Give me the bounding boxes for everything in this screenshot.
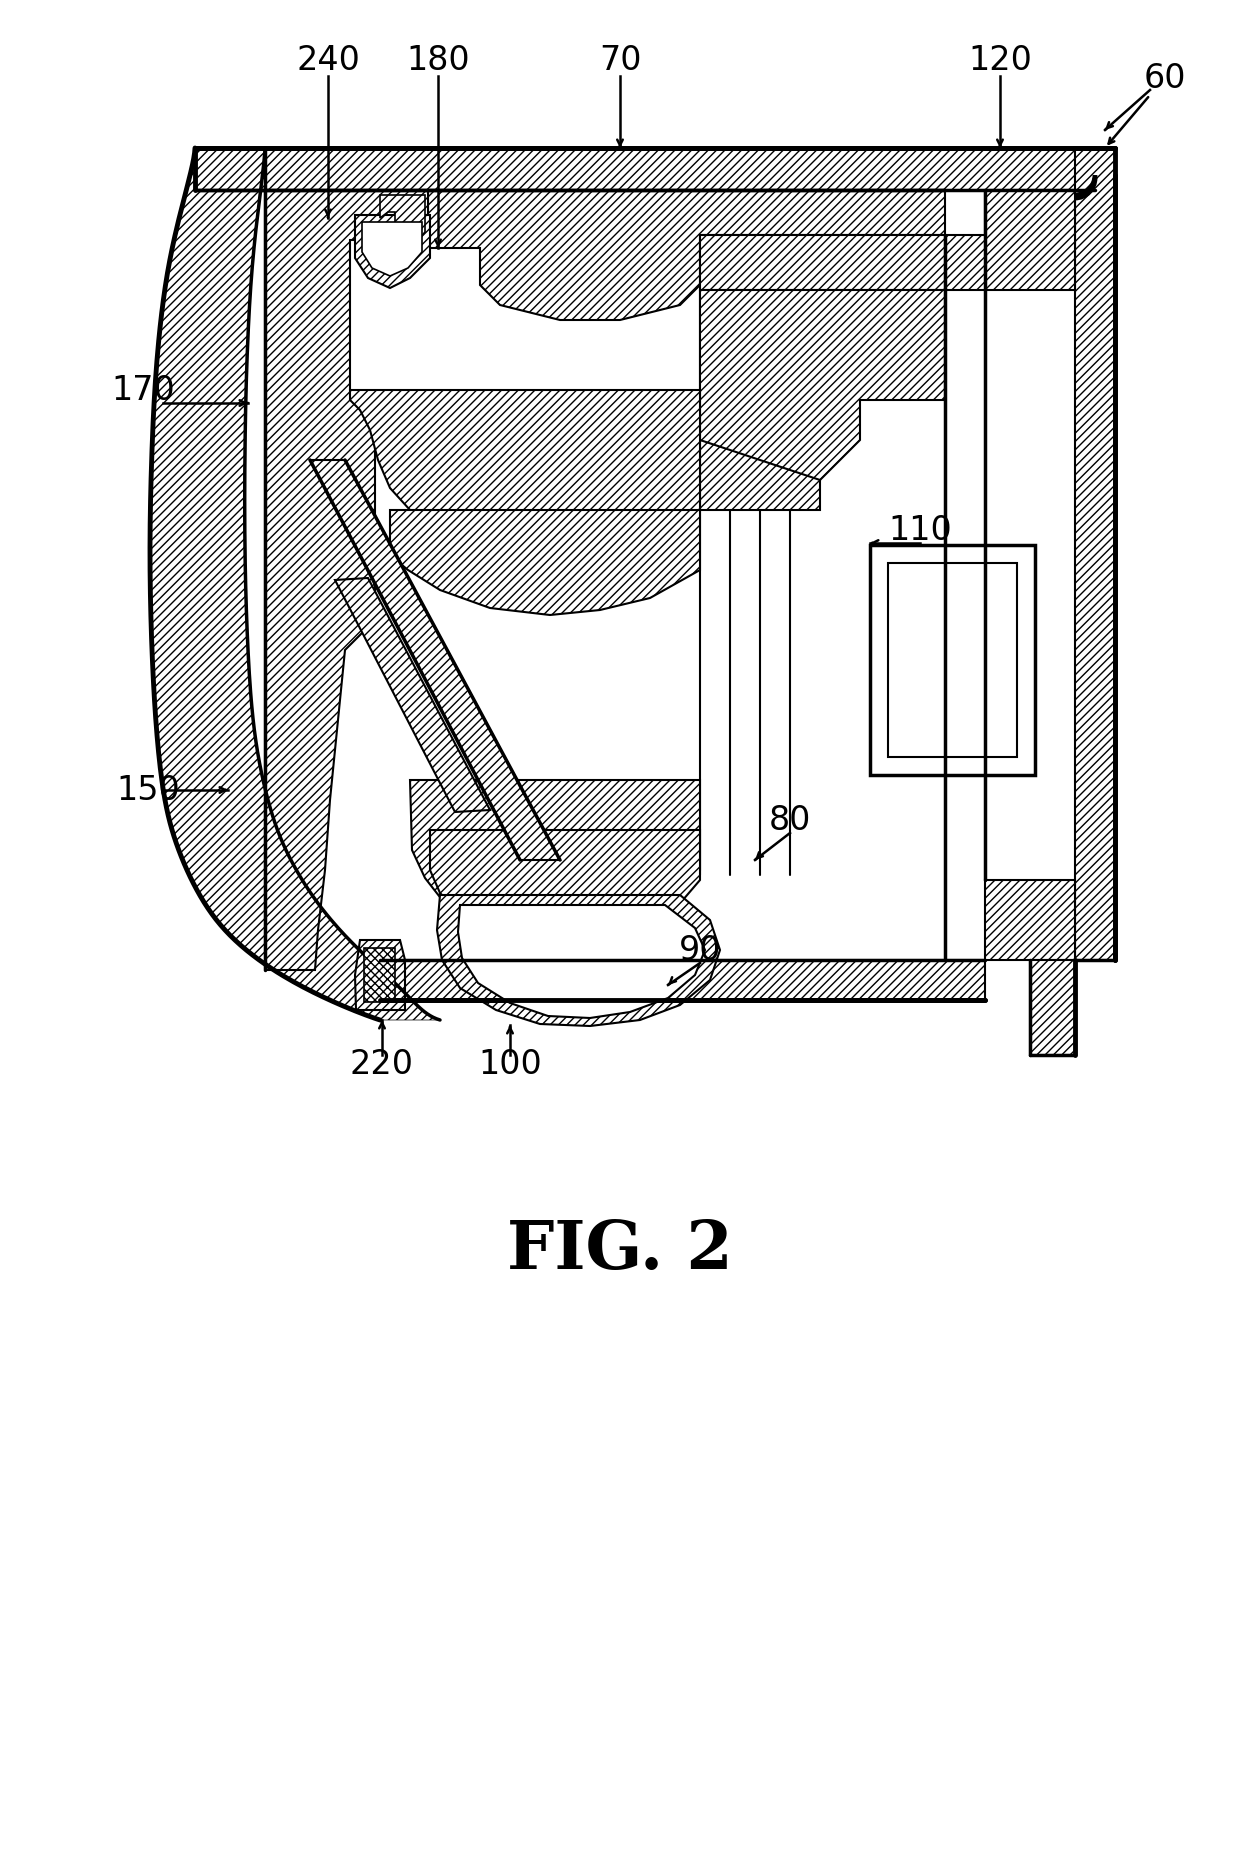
Polygon shape [379,196,425,244]
Polygon shape [945,190,1075,291]
Text: 80: 80 [769,803,811,837]
Text: 60: 60 [1143,62,1187,95]
Polygon shape [350,390,701,569]
Polygon shape [391,511,701,615]
Polygon shape [355,214,430,289]
Polygon shape [355,939,405,1010]
Polygon shape [701,440,820,511]
Polygon shape [265,190,428,969]
Text: 110: 110 [888,513,952,546]
Polygon shape [458,906,706,1018]
Polygon shape [701,235,945,291]
Text: 90: 90 [678,934,722,967]
Polygon shape [1075,147,1115,960]
Polygon shape [335,578,490,813]
Polygon shape [1030,960,1075,1055]
Text: 150: 150 [117,774,180,807]
Polygon shape [985,880,1075,960]
Polygon shape [410,779,701,949]
Polygon shape [430,829,701,953]
Polygon shape [365,949,396,1003]
Text: 100: 100 [479,1048,542,1081]
Text: 120: 120 [968,43,1032,76]
Polygon shape [888,563,1017,757]
Text: 220: 220 [350,1048,414,1081]
Polygon shape [379,960,985,999]
Polygon shape [701,291,945,490]
Polygon shape [428,190,945,321]
Polygon shape [150,147,440,1020]
Text: FIG. 2: FIG. 2 [507,1217,733,1282]
Polygon shape [436,895,720,1025]
Text: 180: 180 [407,43,470,76]
Text: 240: 240 [296,43,360,76]
Polygon shape [310,460,560,859]
Text: 70: 70 [599,43,641,76]
Polygon shape [362,222,422,276]
Polygon shape [870,544,1035,775]
Text: 170: 170 [112,373,175,406]
Polygon shape [195,147,1095,190]
